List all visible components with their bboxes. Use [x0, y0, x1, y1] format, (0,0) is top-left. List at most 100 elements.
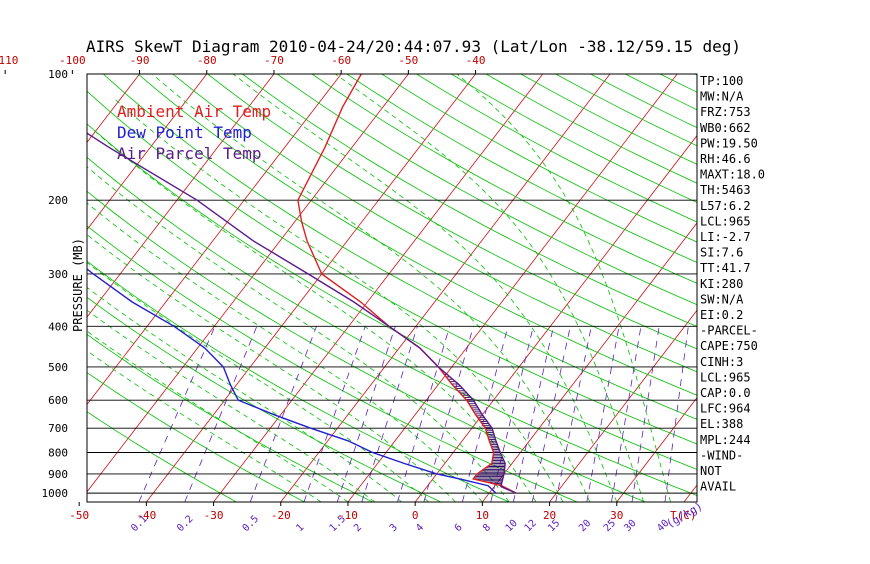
index-entry: EI:0.2: [700, 308, 743, 322]
pressure-tick-label: 1000: [42, 487, 69, 500]
dry-adiabat-line: [242, 74, 870, 502]
index-entry: EL:388: [700, 417, 743, 431]
index-entry: RH:46.6: [700, 152, 751, 166]
pressure-tick-label: 800: [48, 447, 68, 460]
index-entry: SI:7.6: [700, 246, 743, 260]
mixing-ratio-tick-label: 1: [294, 522, 306, 534]
mixing-ratio-line: [424, 326, 473, 502]
index-entry: L57:6.2: [700, 199, 751, 213]
mixing-ratio-line: [491, 326, 534, 502]
index-entry: MAXT:18.0: [700, 168, 765, 182]
mixing-ratio-line: [556, 326, 592, 502]
dry-adiabat-line: [799, 74, 870, 502]
moist-adiabat-line: [92, 129, 536, 502]
top-temp-tick-label: -60: [331, 54, 351, 67]
top-temp-tick-label: -80: [197, 54, 217, 67]
index-entry: KI:280: [700, 277, 743, 291]
isotherm-line: [0, 74, 5, 502]
index-entry: TH:5463: [700, 183, 751, 197]
index-entry: MPL:244: [700, 433, 751, 447]
legend-entry: Ambient Air Temp: [117, 102, 271, 121]
mixing-ratio-tick-label: 4: [414, 522, 426, 534]
pressure-tick-label: 600: [48, 394, 68, 407]
legend-entry: Dew Point Temp: [117, 123, 252, 142]
mixing-ratio-tick-label: 3: [388, 522, 400, 534]
index-entry: TP:100: [700, 74, 743, 88]
mixing-ratio-line: [304, 326, 365, 502]
dry-adiabat-line: [660, 74, 870, 502]
isotherm-line: [0, 74, 72, 502]
moist-adiabat-line: [72, 154, 509, 502]
mixing-ratio-unit: (g/kg): [664, 499, 705, 530]
pressure-tick-label: 100: [48, 68, 68, 81]
legend-entry: Air Parcel Temp: [117, 144, 262, 163]
bottom-temp-tick-label: 10: [476, 509, 489, 522]
isotherm-line: [818, 74, 870, 502]
bottom-temp-tick-label: -20: [271, 509, 291, 522]
dry-adiabat-line: [312, 74, 870, 502]
top-temp-tick-label: -100: [59, 54, 86, 67]
dry-adiabat-line: [208, 74, 870, 502]
axis-ticks: 1002003004005006007008009001000-120-110-…: [0, 54, 705, 534]
isotherm-line: [751, 74, 870, 502]
moist-adiabat-line: [40, 196, 455, 502]
isotherm-line: [482, 74, 811, 502]
mixing-ratio-tick-label: 0.2: [175, 514, 196, 535]
index-entry: FRZ:753: [700, 105, 751, 119]
mixing-ratio-tick-label: 30: [622, 518, 638, 534]
bottom-temp-tick-label: -30: [204, 509, 224, 522]
index-entry: SW:N/A: [700, 292, 744, 306]
index-entry: PW:19.50: [700, 136, 758, 150]
index-entry: LCL:965: [700, 214, 751, 228]
index-entry: CINH:3: [700, 355, 743, 369]
pressure-tick-label: 700: [48, 422, 68, 435]
top-temp-tick-label: -70: [264, 54, 284, 67]
mixing-ratio-tick-label: 20: [577, 518, 593, 534]
dry-adiabat-line: [765, 74, 870, 502]
top-temp-tick-label: -40: [466, 54, 486, 67]
chart-legend: Ambient Air Temp Dew Point Temp Air Parcel…: [117, 102, 271, 163]
dry-adiabat-line: [0, 74, 714, 502]
dry-adiabat-line: [834, 74, 870, 502]
dry-adiabat-line: [173, 74, 870, 502]
mixing-ratio-line: [362, 326, 418, 502]
mixing-ratio-line: [250, 326, 316, 502]
pressure-tick-label: 200: [48, 194, 68, 207]
top-temp-tick-label: -90: [130, 54, 150, 67]
index-entry: WB0:662: [700, 121, 751, 135]
index-entry: AVAIL: [700, 480, 736, 494]
dry-adiabat-line: [0, 74, 645, 502]
dry-adiabat-line: [347, 74, 870, 502]
dry-adiabat-line: [486, 74, 870, 502]
mixing-ratio-tick-label: 12: [523, 518, 539, 534]
bottom-temp-tick-label: -50: [69, 509, 89, 522]
dry-adiabat-line: [451, 74, 870, 502]
pressure-tick-label: 400: [48, 320, 68, 333]
index-entry: LFC:964: [700, 402, 751, 416]
index-entry: CAPE:750: [700, 339, 758, 353]
index-entry: LI:-2.7: [700, 230, 751, 244]
mixing-ratio-line: [632, 326, 659, 502]
top-temp-tick-label: -110: [0, 54, 18, 67]
top-temp-tick-label: -50: [398, 54, 418, 67]
mixing-ratio-tick-label: 2: [352, 522, 364, 534]
pressure-tick-label: 900: [48, 468, 68, 481]
pressure-tick-label: 500: [48, 361, 68, 374]
bottom-temp-tick-label: 0: [412, 509, 419, 522]
index-entry: -PARCEL-: [700, 324, 758, 338]
mixing-ratio-tick-label: 10: [504, 518, 520, 534]
pressure-tick-label: 300: [48, 268, 68, 281]
y-axis-label: PRESSURE (MB): [71, 238, 85, 332]
index-entry: MW:N/A: [700, 90, 744, 104]
index-entry: -WIND-: [700, 448, 743, 462]
index-entry: TT:41.7: [700, 261, 751, 275]
dry-adiabat-line: [382, 74, 870, 502]
index-entry: NOT: [700, 464, 722, 478]
index-entry: CAP:0.0: [700, 386, 751, 400]
mixing-ratio-tick-label: 8: [481, 522, 493, 534]
mixing-ratio-tick-label: 0.5: [241, 514, 262, 535]
mixing-ratio-tick-label: 6: [453, 522, 465, 534]
